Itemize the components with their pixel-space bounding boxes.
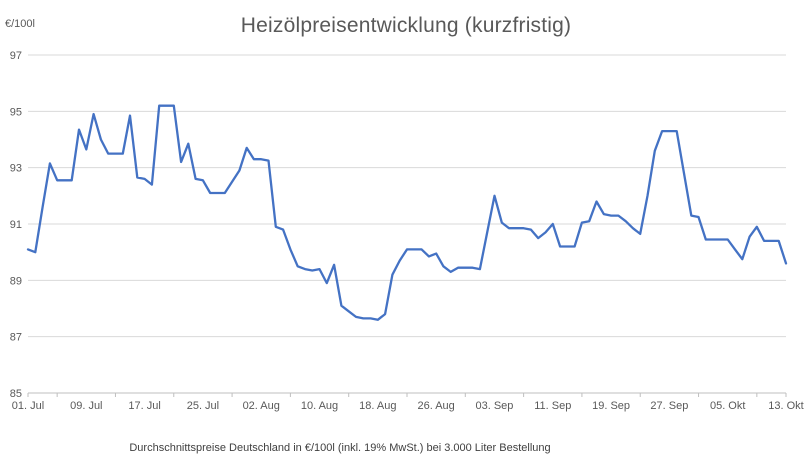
y-tick-label: 85 xyxy=(10,388,22,400)
x-tick-label: 17. Jul xyxy=(128,400,160,412)
x-tick-label: 09. Jul xyxy=(70,400,102,412)
x-tick-label: 27. Sep xyxy=(650,400,688,412)
y-tick-label: 97 xyxy=(10,50,22,62)
y-tick-label: 87 xyxy=(10,332,22,344)
y-tick-label: 91 xyxy=(10,219,22,231)
x-tick-label: 19. Sep xyxy=(592,400,630,412)
x-tick-label: 01. Jul xyxy=(12,400,44,412)
x-tick-label: 10. Aug xyxy=(301,400,338,412)
x-tick-label: 03. Sep xyxy=(476,400,514,412)
x-tick-label: 13. Okt xyxy=(768,400,803,412)
y-tick-label: 95 xyxy=(10,106,22,118)
y-tick-label: 89 xyxy=(10,275,22,287)
x-tick-label: 26. Aug xyxy=(417,400,454,412)
y-axis-unit-label: €/100l xyxy=(5,18,35,30)
x-tick-label: 11. Sep xyxy=(534,400,571,412)
y-tick-label: 93 xyxy=(10,163,22,175)
x-tick-label: 25. Jul xyxy=(187,400,219,412)
x-tick-label: 02. Aug xyxy=(243,400,280,412)
x-tick-label: 18. Aug xyxy=(359,400,396,412)
chart-title: Heizölpreisentwicklung (kurzfristig) xyxy=(240,14,572,37)
x-tick-label: 05. Okt xyxy=(710,400,745,412)
chart-footer-caption: Durchschnittspreise Deutschland in €/100… xyxy=(129,442,551,454)
price-series-line xyxy=(26,104,788,321)
